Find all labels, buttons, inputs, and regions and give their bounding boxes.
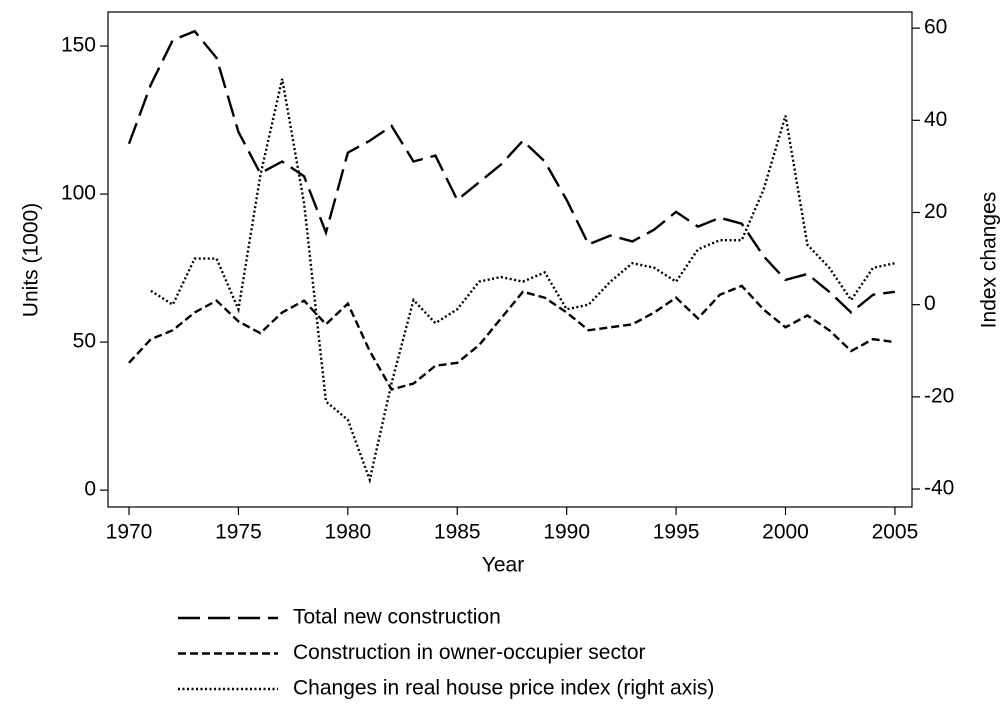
x-tick-label: 2005 bbox=[872, 521, 919, 544]
x-tick-label: 1975 bbox=[215, 521, 262, 544]
y2-tick-label: 20 bbox=[924, 200, 947, 223]
y2-axis-title: Index changes bbox=[978, 192, 1001, 329]
x-tick-label: 1985 bbox=[434, 521, 481, 544]
x-tick-label: 1995 bbox=[653, 521, 700, 544]
x-tick-label: 2000 bbox=[762, 521, 809, 544]
y2-tick-label: 60 bbox=[924, 16, 947, 39]
y-tick-label: 0 bbox=[84, 478, 96, 501]
series-line bbox=[128, 284, 896, 391]
plot-frame bbox=[107, 11, 913, 508]
x-tick-label: 1980 bbox=[324, 521, 371, 544]
series-line bbox=[127, 29, 896, 315]
legend-label: Construction in owner-occupier sector bbox=[293, 641, 646, 664]
legend-label: Changes in real house price index (right… bbox=[293, 677, 714, 700]
y2-tick-label: 0 bbox=[924, 292, 936, 315]
y-tick-label: 150 bbox=[61, 34, 96, 57]
x-tick-label: 1990 bbox=[543, 521, 590, 544]
y-axis-title: Units (1000) bbox=[20, 203, 43, 317]
x-axis-title: Year bbox=[482, 554, 524, 577]
x-tick-label: 1970 bbox=[106, 521, 153, 544]
y-tick-label: 50 bbox=[73, 330, 96, 353]
y-tick-label: 100 bbox=[61, 182, 96, 205]
y2-tick-label: 40 bbox=[924, 108, 947, 131]
legend-label: Total new construction bbox=[293, 606, 501, 629]
y2-tick-label: -40 bbox=[924, 477, 954, 500]
y2-tick-label: -20 bbox=[924, 384, 954, 407]
series-line bbox=[150, 78, 896, 485]
